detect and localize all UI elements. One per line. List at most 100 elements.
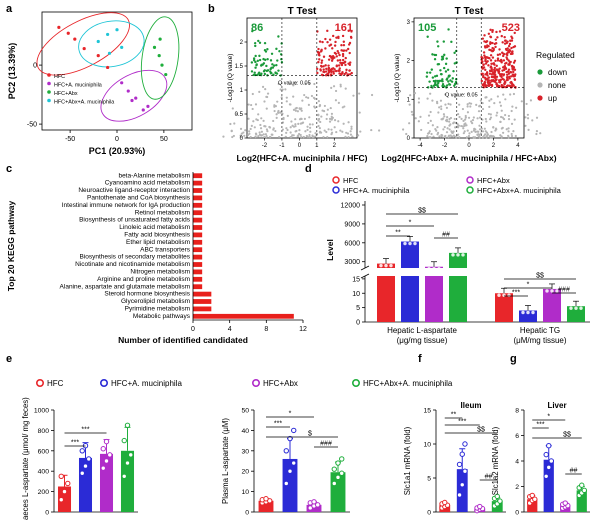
- volcano-point-none: [452, 121, 456, 124]
- volcano-point-up: [480, 72, 483, 76]
- level-dot: [451, 253, 455, 257]
- kegg-category-label: Arginine and proline metabolism: [97, 276, 190, 283]
- volcano-point-none: [496, 111, 499, 114]
- volcano-point-down: [255, 63, 258, 67]
- volcano-point-up: [325, 67, 328, 71]
- dotbar-ytick-label: 2: [515, 484, 519, 491]
- volcano-point-none: [410, 110, 413, 113]
- volcano-point-up: [319, 64, 323, 68]
- volcano-point-none: [303, 93, 306, 97]
- volcano-point-none: [240, 132, 243, 135]
- volcano-point-none: [330, 133, 333, 136]
- volcano-point-none: [243, 134, 246, 137]
- dotbar-point: [315, 502, 321, 508]
- kegg-category-label: Nicotinate and nicotinamide metabolism: [75, 261, 190, 268]
- level-legend-marker-0: [332, 176, 340, 184]
- volcano-point-up: [495, 30, 498, 34]
- panel-label-a: a: [6, 3, 13, 15]
- sig-label: ***: [458, 419, 466, 426]
- volcano-point-none: [481, 136, 485, 139]
- kegg-category-label: Intestinal immune network for IgA produc…: [62, 202, 191, 209]
- volcano-point-none: [460, 117, 463, 120]
- dotbar-bar: [527, 499, 538, 512]
- volcano-point-none: [349, 130, 352, 133]
- volcano-point-up: [494, 79, 497, 82]
- volcano-point-none: [460, 124, 463, 128]
- sig-label: **: [451, 412, 457, 419]
- sig-label: ***: [71, 440, 79, 447]
- volcano-point-none: [253, 126, 256, 129]
- volcano-point-down: [447, 28, 450, 31]
- pca-point: [106, 65, 110, 70]
- volcano-point-none: [461, 125, 465, 128]
- volcano-up-count: 523: [502, 22, 520, 34]
- dotbar-ytick-label: 4: [515, 459, 519, 466]
- volcano-frame-b1: [246, 17, 358, 139]
- volcano-point-none: [272, 127, 275, 130]
- volcano-point-up: [511, 50, 514, 53]
- pca-point: [130, 98, 134, 103]
- dotbar-point: [459, 451, 465, 457]
- pca-point: [57, 25, 61, 29]
- volcano-point-none: [469, 105, 472, 108]
- volcano-point-none: [260, 134, 264, 137]
- dotbar-ytick-label: 0: [427, 510, 431, 517]
- volcano-point-down: [250, 61, 254, 64]
- volcano-point-up: [484, 73, 487, 76]
- volcano-point-none: [408, 103, 411, 106]
- volcano-point-up: [483, 54, 486, 57]
- volcano-point-none: [428, 136, 431, 139]
- level-dot: [434, 262, 439, 267]
- volcano-point-none: [325, 113, 329, 116]
- volcano-point-none: [240, 135, 243, 139]
- dotbar-bar: [57, 486, 72, 512]
- volcano-point-up: [335, 64, 339, 67]
- volcano-point-none: [330, 128, 333, 131]
- volcano-point-up: [337, 64, 341, 67]
- volcano-point-up: [487, 83, 491, 86]
- kegg-category-label: Fatty acid biosynthesis: [124, 232, 191, 239]
- volcano-point-none: [485, 136, 488, 139]
- kegg-bar: [193, 313, 294, 319]
- volcano-point-up: [489, 49, 493, 52]
- volcano-point-down: [439, 72, 443, 76]
- dotbar-point: [79, 448, 85, 454]
- volcano-point-none: [285, 127, 288, 130]
- volcano-point-none: [539, 132, 542, 135]
- volcano-point-up: [494, 38, 497, 41]
- volcano-point-none: [257, 135, 260, 138]
- dotbar-ylabel: Faeces L-aspartate (μmol/ mg feces): [21, 397, 30, 520]
- volcano-xtick-label: -2: [442, 143, 448, 149]
- volcano-point-down: [453, 51, 456, 55]
- volcano-point-down: [258, 54, 261, 58]
- volcano-point-none: [414, 117, 417, 120]
- volcano-point-down: [254, 54, 257, 58]
- pca-legend-label-2: HFC+Abx: [54, 91, 78, 97]
- volcano-point-none: [284, 88, 287, 91]
- volcano-point-down: [452, 69, 455, 73]
- kegg-xtick-label: 8: [264, 326, 268, 333]
- volcano-point-up: [513, 45, 517, 48]
- volcano-point-none: [315, 132, 319, 136]
- volcano-title: T Test: [455, 6, 484, 17]
- pca-point: [96, 39, 100, 44]
- volcano-point-none: [230, 129, 233, 132]
- volcano-point-none: [502, 131, 505, 134]
- volcano-point-up: [338, 72, 341, 75]
- volcano-point-up: [512, 84, 515, 87]
- dotbar-point: [107, 452, 113, 458]
- volcano-point-down: [441, 84, 444, 88]
- volcano-point-up: [337, 69, 340, 73]
- volcano-point-up: [344, 56, 347, 60]
- volcano-point-down: [270, 52, 274, 55]
- volcano-point-none: [350, 125, 353, 128]
- dotbar-point: [529, 492, 535, 499]
- volcano-point-down: [253, 71, 256, 74]
- dotbar-ytick-label: 50: [241, 408, 249, 415]
- level-bar: [449, 276, 467, 322]
- volcano-point-none: [463, 118, 467, 121]
- volcano-point-none: [431, 99, 434, 102]
- volcano-point-none: [308, 133, 311, 137]
- volcano-point-none: [478, 136, 481, 139]
- level-bar: [543, 288, 561, 322]
